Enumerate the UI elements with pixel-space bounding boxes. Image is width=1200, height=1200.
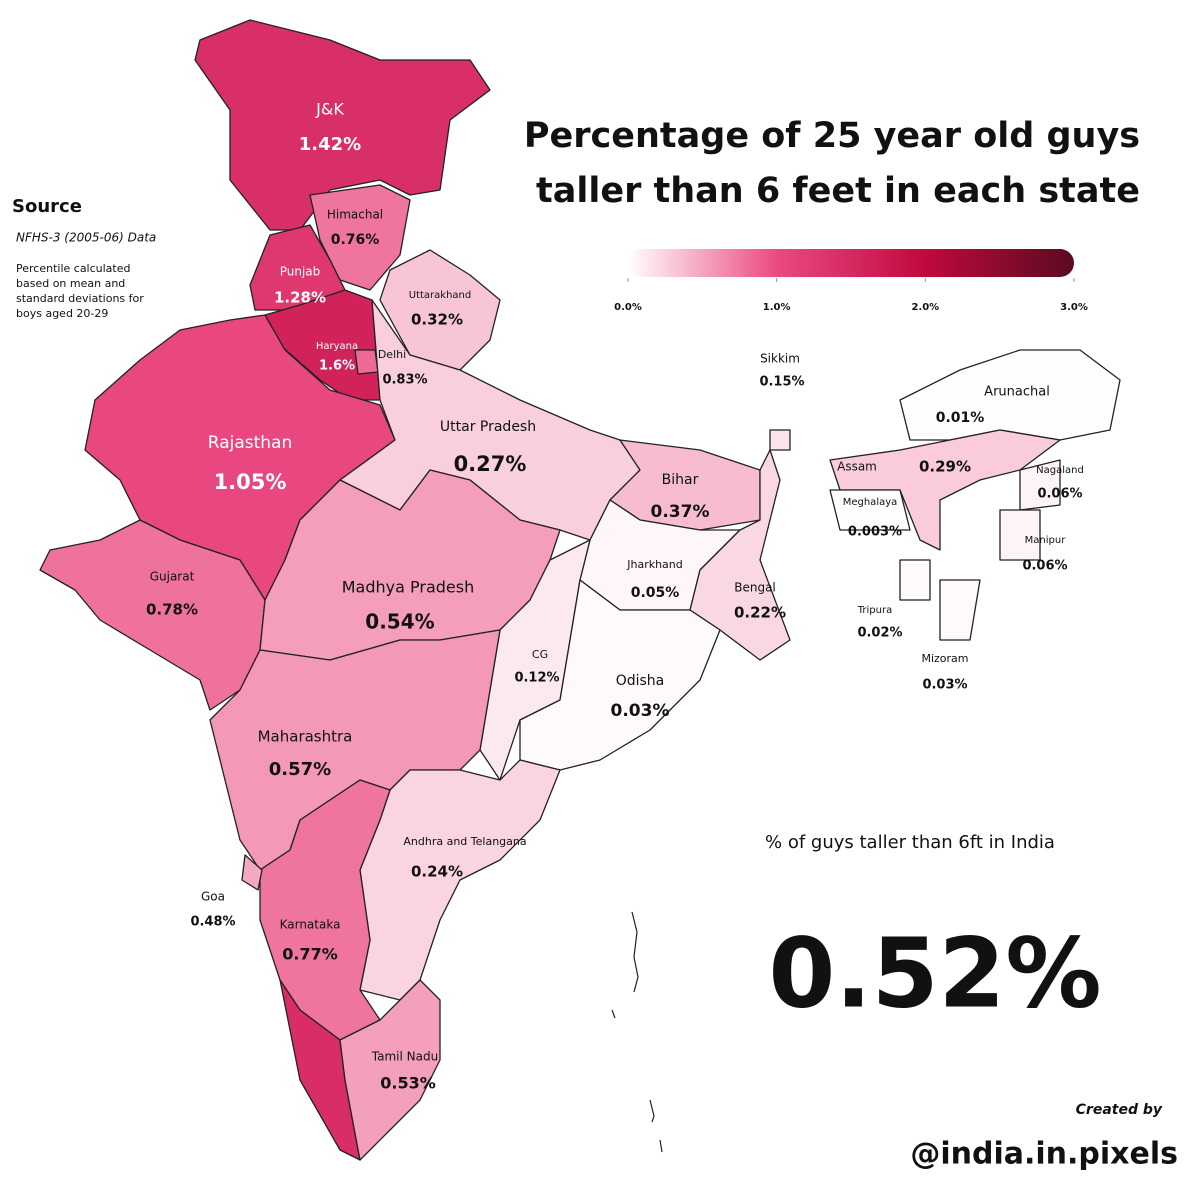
state-value: 0.24%: [411, 863, 463, 881]
state-name: CG: [532, 648, 548, 661]
state: [829, 489, 911, 531]
state-value: 0.12%: [514, 671, 559, 686]
state-name: Punjab: [280, 265, 321, 279]
state-value: 1.28%: [274, 289, 326, 307]
state-name: Jharkhand: [626, 558, 683, 571]
state-value: 0.83%: [382, 373, 427, 388]
state: [999, 509, 1041, 561]
state-value: 0.06%: [1037, 487, 1082, 502]
legend-tick-label: 3.0%: [1060, 302, 1088, 313]
state: [379, 249, 501, 371]
source-heading: Source: [12, 196, 82, 217]
state-value: 0.15%: [759, 375, 804, 390]
state-value: 0.01%: [936, 410, 985, 426]
state: [939, 579, 981, 641]
source-dataset: NFHS-3 (2005-06) Data: [16, 231, 156, 245]
credit-line: Created by: [1076, 1102, 1163, 1118]
state-value: 0.37%: [651, 502, 710, 522]
state-name: Mizoram: [921, 652, 968, 665]
legend-tick-label: 2.0%: [911, 302, 939, 313]
state: [241, 854, 263, 891]
legend-tick-label: 0.0%: [614, 302, 642, 313]
state-name: Gujarat: [150, 570, 195, 584]
state-name: Uttarakhand: [409, 290, 471, 301]
state-value: 0.06%: [1022, 559, 1067, 574]
state: [354, 349, 379, 375]
state-value: 0.03%: [922, 678, 967, 693]
source-note: boys aged 20-29: [16, 307, 108, 320]
state-name: Andhra and Telangana: [403, 835, 526, 848]
state-name: Meghalaya: [843, 497, 898, 508]
state-value: 0.22%: [734, 604, 786, 622]
islands: [611, 911, 663, 1153]
state-value: 0.53%: [380, 1074, 436, 1093]
state-value: 0.57%: [269, 759, 331, 780]
state-value: 0.29%: [919, 458, 971, 476]
source-note: standard deviations for: [16, 292, 144, 305]
state-value: 0.03%: [611, 701, 670, 721]
state: [339, 979, 441, 1161]
state-name: Tamil Nadu: [371, 1050, 438, 1064]
state-name: Karnataka: [280, 918, 341, 932]
state-name: Maharashtra: [258, 728, 353, 746]
state-value: 0.77%: [282, 945, 338, 964]
title-line: Percentage of 25 year old guys: [524, 116, 1140, 156]
state-value: 0.76%: [331, 232, 380, 248]
legend-colorbar: [628, 249, 1074, 277]
state-name: Goa: [201, 890, 225, 904]
state-name: Sikkim: [760, 352, 800, 366]
regions: [39, 19, 1121, 1161]
legend: 0.0% 1.0% 2.0% 3.0%: [614, 278, 1088, 313]
state-name: Manipur: [1025, 535, 1067, 546]
state-name: Madhya Pradesh: [342, 578, 475, 597]
state: [309, 184, 411, 291]
source-note: based on mean and: [16, 277, 125, 290]
source-note: Percentile calculated: [16, 262, 131, 275]
state-name: J&K: [315, 100, 344, 119]
state-value: 0.003%: [848, 525, 902, 540]
state-name: Kerala: [266, 1075, 301, 1088]
state-value: 1.05%: [214, 470, 287, 494]
national-value: 0.52%: [768, 917, 1101, 1029]
state-value: 0.02%: [857, 626, 902, 641]
state-name: Arunachal: [984, 385, 1050, 400]
state-value: 1.42%: [299, 134, 361, 155]
state: [519, 579, 721, 771]
state-name: Assam: [837, 460, 877, 474]
state-value: 1.43%: [259, 1103, 311, 1121]
state-name: Uttar Pradesh: [440, 419, 536, 435]
state-name: Tripura: [857, 605, 892, 616]
state-name: Bihar: [662, 472, 699, 488]
state: [39, 519, 266, 711]
state-value: 0.78%: [146, 601, 198, 619]
state-name: Himachal: [327, 208, 383, 222]
state-value: 0.32%: [411, 311, 463, 329]
credit-handle: @india.in.pixels: [910, 1137, 1178, 1172]
state-name: Rajasthan: [208, 433, 293, 453]
state: [769, 429, 791, 451]
state-value: 0.48%: [190, 915, 235, 930]
state-name: Haryana: [316, 341, 358, 352]
state-value: 0.54%: [365, 610, 434, 634]
region-labels: J&K 1.42% Himachal 0.76% Punjab 1.28% Haryana 1…: [146, 100, 1084, 1121]
state: [899, 349, 1121, 441]
state-name: Nagaland: [1036, 465, 1084, 476]
state: [194, 19, 491, 231]
state: [1019, 459, 1061, 511]
state-value: 0.27%: [454, 452, 527, 476]
state-name: Bengal: [734, 581, 776, 595]
state-value: 0.05%: [631, 585, 680, 601]
national-label: % of guys taller than 6ft in India: [765, 832, 1055, 853]
state-name: Odisha: [616, 673, 665, 689]
legend-tick-label: 1.0%: [763, 302, 791, 313]
state: [899, 559, 931, 601]
state: [689, 449, 791, 661]
state-name: Delhi: [378, 348, 406, 361]
state-value: 1.6%: [319, 359, 355, 374]
title-line: taller than 6 feet in each state: [536, 171, 1140, 211]
